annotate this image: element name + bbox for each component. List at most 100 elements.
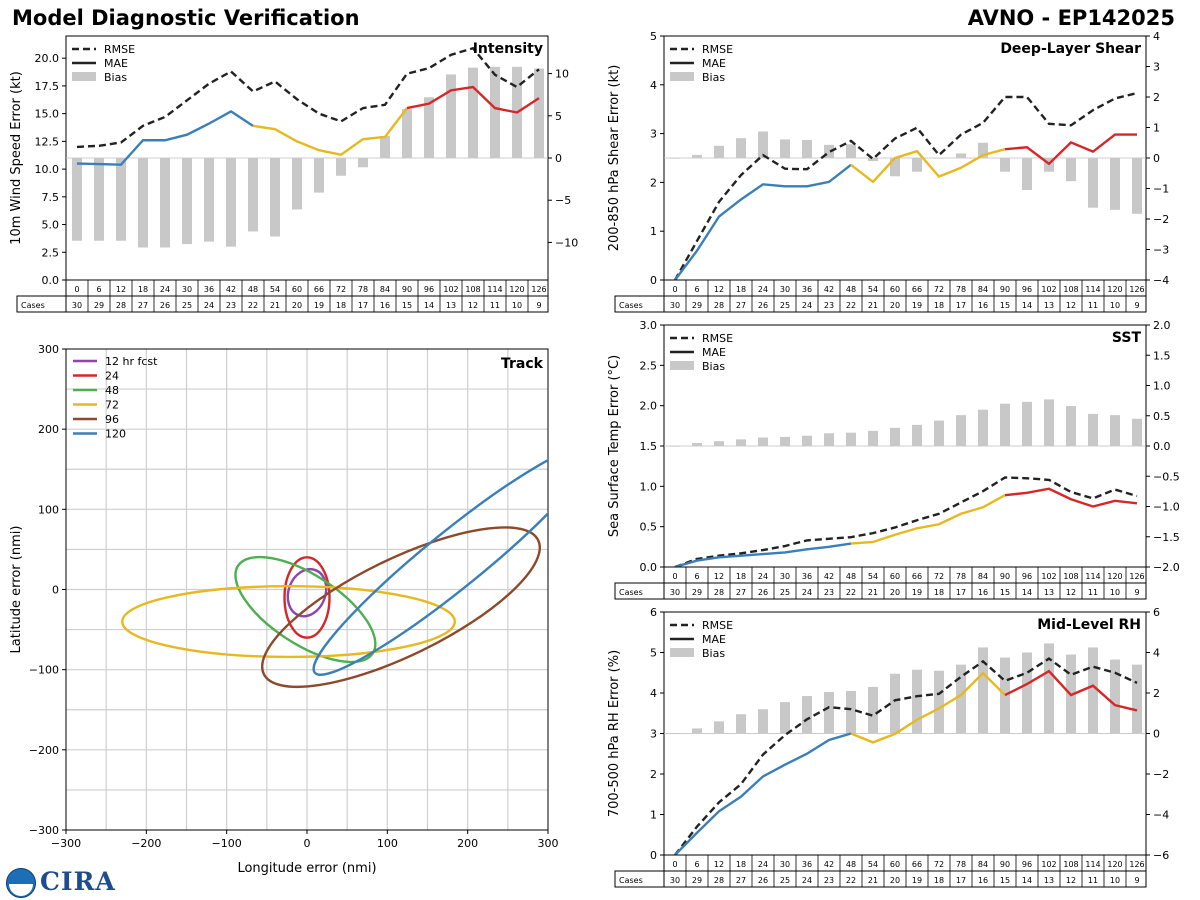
sst-bias-bar xyxy=(1022,401,1032,446)
track-ellipse-96hr xyxy=(260,526,541,689)
rh-rmse-line xyxy=(674,657,1138,856)
sst-bias-bar xyxy=(802,435,812,446)
sst-ytick-label: 0.0 xyxy=(640,561,658,574)
shear-ytick-label: 5 xyxy=(650,30,657,43)
sst-leadtime-cell: 78 xyxy=(956,572,966,581)
sst-bias-bar xyxy=(670,446,680,447)
intensity-cases-cell: 17 xyxy=(358,301,368,310)
track-xtick-label: −300 xyxy=(51,837,81,850)
shear-bias-bar xyxy=(802,140,812,158)
intensity-rmse-line xyxy=(76,46,540,149)
rh-bias-bar xyxy=(956,664,966,734)
sst-legend-bias-swatch xyxy=(670,361,694,370)
rh-leadtime-cell: 102 xyxy=(1041,860,1056,869)
rh-leadtime-cell: 108 xyxy=(1063,860,1078,869)
sst-leadtime-cell: 6 xyxy=(694,572,699,581)
sst-bias-bar xyxy=(890,427,900,446)
shear-cases-cell: 30 xyxy=(670,301,680,310)
intensity-leadtime-cell: 60 xyxy=(292,285,302,294)
sst-cases-cell: 11 xyxy=(1088,588,1098,597)
intensity-bias-bar xyxy=(116,158,126,241)
shear-legend-bias-swatch xyxy=(670,72,694,81)
sst-leadtime-cell: 12 xyxy=(714,572,724,581)
rh-bias-bar xyxy=(846,690,856,734)
rh-leadtime-cell: 0 xyxy=(672,860,677,869)
shear-y2tick-label: −2 xyxy=(1153,213,1169,226)
track-ellipse-120hr xyxy=(312,443,548,676)
intensity-cases-row xyxy=(16,295,549,313)
intensity-bias-bar xyxy=(380,136,390,158)
intensity-y2tick-label: 5 xyxy=(555,110,562,123)
intensity-bias-bar xyxy=(248,158,258,232)
shear-leadtime-cell: 18 xyxy=(736,285,746,294)
sst-leadtime-cell: 96 xyxy=(1022,572,1032,581)
rh-mae-line-seg2 xyxy=(850,671,1006,744)
track-ellipse-24hr xyxy=(283,556,331,639)
shear-bias-bar xyxy=(670,158,680,159)
intensity-bias-bar xyxy=(182,158,192,245)
sst-cases-cell: 29 xyxy=(692,588,702,597)
rh-legend-rmse: RMSE xyxy=(702,619,733,632)
shear-legend-bias: Bias xyxy=(702,71,725,84)
shear-leadtime-cell: 42 xyxy=(824,285,834,294)
shear-bias-bar xyxy=(846,144,856,158)
shear-leadtime-cell: 84 xyxy=(978,285,988,294)
sst-y2tick-label: 0.5 xyxy=(1153,410,1171,423)
sst-leadtime-cell: 54 xyxy=(868,572,878,581)
intensity-cases-cell: 27 xyxy=(138,301,148,310)
sst-cases-cell: 9 xyxy=(1134,588,1139,597)
intensity-y2tick-label: −10 xyxy=(555,236,578,249)
track-xtick-label: 200 xyxy=(457,837,478,850)
intensity-leadtime-cell: 114 xyxy=(487,285,502,294)
shear-bias-bar xyxy=(890,158,900,177)
shear-leadtime-cell: 120 xyxy=(1107,285,1122,294)
intensity-leadtime-cell: 72 xyxy=(336,285,346,294)
sst-cases-cell: 24 xyxy=(802,588,812,597)
intensity-leadtime-cell: 0 xyxy=(74,285,79,294)
rh-cases-cell: 17 xyxy=(956,876,966,885)
shear-bias-bar xyxy=(912,158,922,172)
rh-ytick-label: 6 xyxy=(650,606,657,619)
rh-bias-bar xyxy=(670,733,680,735)
intensity-leadtime-cell: 6 xyxy=(96,285,101,294)
sst-cases-cell: 17 xyxy=(956,588,966,597)
intensity-title: Intensity xyxy=(473,41,543,57)
shear-bias-bar xyxy=(1132,158,1142,214)
rh-title: Mid-Level RH xyxy=(1037,617,1141,633)
sst-title: SST xyxy=(1112,330,1142,346)
intensity-ytick-label: 20.0 xyxy=(35,52,60,65)
intensity-bias-bar xyxy=(402,109,412,158)
shear-leadtime-cell: 36 xyxy=(802,285,812,294)
sst-bias-bar xyxy=(846,432,856,446)
intensity-ytick-label: 17.5 xyxy=(35,80,60,93)
intensity-leadtime-cell: 102 xyxy=(443,285,458,294)
sst-bias-bar xyxy=(934,420,944,446)
sst-cases-label: Cases xyxy=(619,588,643,597)
rh-ytick-label: 1 xyxy=(650,809,657,822)
rh-bias-bar xyxy=(692,728,702,734)
rh-bias-bar xyxy=(780,702,790,734)
shear-cases-cell: 14 xyxy=(1022,301,1032,310)
intensity-legend-bias-swatch xyxy=(72,72,96,81)
shear-cases-cell: 19 xyxy=(912,301,922,310)
rh-bias-bar xyxy=(1022,652,1032,734)
intensity-cases-cell: 18 xyxy=(336,301,346,310)
shear-leadtime-cell: 72 xyxy=(934,285,944,294)
rh-y2tick-label: −6 xyxy=(1153,849,1169,862)
intensity-bias-bar xyxy=(446,74,456,158)
track-xtick-label: −100 xyxy=(212,837,242,850)
rh-cases-cell: 22 xyxy=(846,876,856,885)
rh-cases-cell: 13 xyxy=(1044,876,1054,885)
rh-cases-cell: 28 xyxy=(714,876,724,885)
sst-leadtime-cell: 120 xyxy=(1107,572,1122,581)
intensity-ytick-label: 12.5 xyxy=(35,135,60,148)
rh-cases-cell: 19 xyxy=(912,876,922,885)
intensity-leadtime-cell: 96 xyxy=(424,285,434,294)
intensity-ytick-label: 2.5 xyxy=(42,246,60,259)
rh-leadtime-cell: 120 xyxy=(1107,860,1122,869)
rh-leadtime-cell: 72 xyxy=(934,860,944,869)
rh-cases-cell: 18 xyxy=(934,876,944,885)
intensity-bias-bar xyxy=(314,158,324,193)
rh-cases-cell: 30 xyxy=(670,876,680,885)
sst-leadtime-cell: 108 xyxy=(1063,572,1078,581)
